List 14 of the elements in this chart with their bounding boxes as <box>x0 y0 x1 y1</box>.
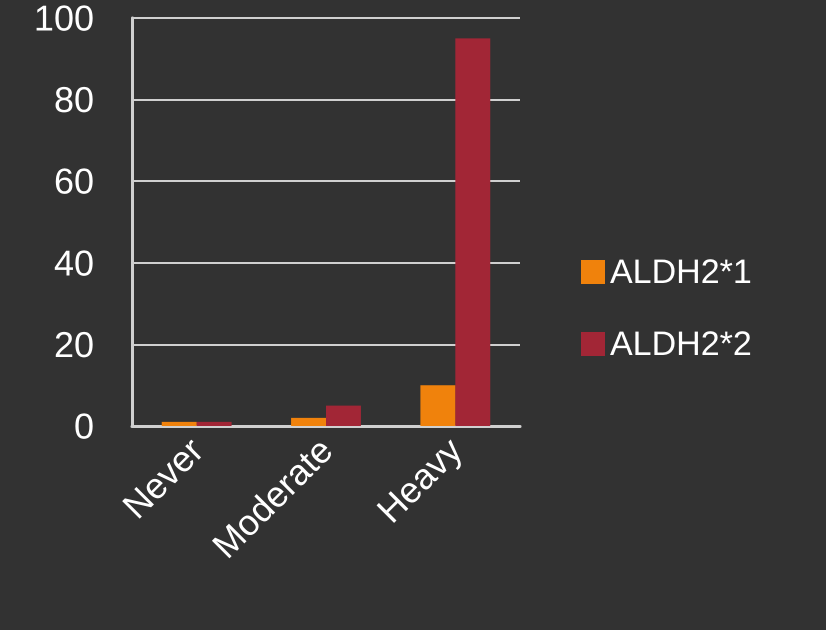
bar <box>326 406 361 426</box>
y-tick-label: 0 <box>74 406 94 446</box>
bar <box>455 38 490 426</box>
y-tick-label: 80 <box>54 79 94 120</box>
bar <box>291 418 326 426</box>
y-tick-label: 40 <box>54 242 94 284</box>
y-tick-label: 100 <box>34 0 94 38</box>
y-tick-label: 60 <box>54 160 94 202</box>
y-tick-label: 20 <box>54 324 94 365</box>
legend-label: ALDH2*2 <box>610 325 752 363</box>
bar <box>196 422 232 426</box>
bar <box>420 385 456 426</box>
legend-label: ALDH2*1 <box>610 253 752 291</box>
bar <box>162 422 197 426</box>
